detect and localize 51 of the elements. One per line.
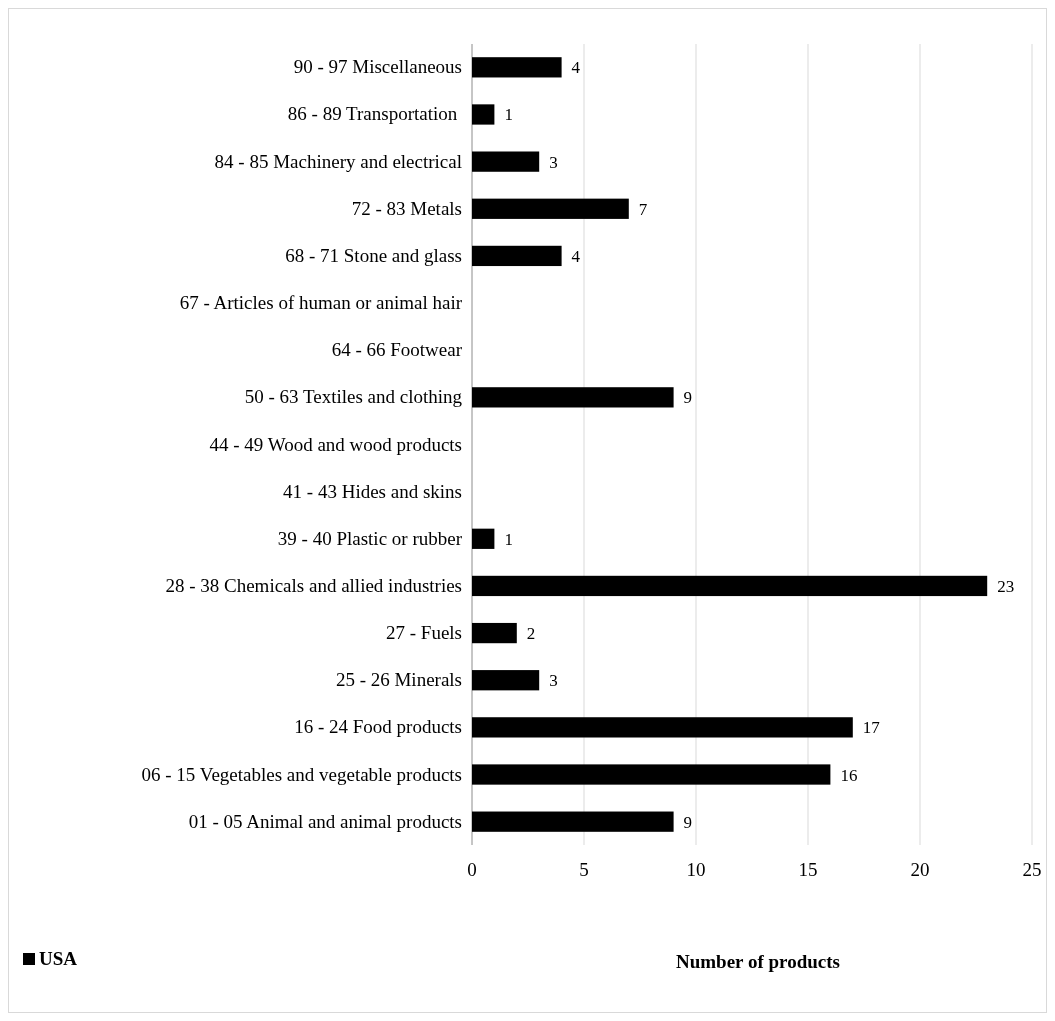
x-tick-label: 20 xyxy=(910,859,930,880)
data-label: 9 xyxy=(683,388,693,408)
legend-label: USA xyxy=(39,948,78,969)
y-tick-label: 72 - 83 Metals xyxy=(351,197,462,219)
y-tick-label: 41 - 43 Hides and skins xyxy=(283,480,462,502)
y-tick-label: 64 - 66 Footwear xyxy=(331,339,463,361)
data-label: 4 xyxy=(571,58,581,78)
bar xyxy=(472,245,562,267)
y-tick-label: 44 - 49 Wood and wood products xyxy=(209,433,462,455)
x-tick-label: 10 xyxy=(686,859,706,880)
x-tick-label: 15 xyxy=(798,859,818,880)
y-tick-label: 27 - Fuels xyxy=(386,622,462,644)
data-label: 1 xyxy=(504,105,513,125)
y-tick-label: 16 - 24 Food products xyxy=(294,716,462,738)
data-label: 3 xyxy=(549,671,558,691)
y-tick-label: 06 - 15 Vegetables and vegetable products xyxy=(141,763,462,785)
bar xyxy=(472,151,540,172)
data-label: 3 xyxy=(549,152,558,172)
data-label: 23 xyxy=(997,576,1015,596)
y-tick-label: 39 - 40 Plastic or rubber xyxy=(277,527,463,549)
y-tick-label: 25 - 26 Minerals xyxy=(335,669,462,691)
bar xyxy=(472,387,674,408)
data-label: 4 xyxy=(571,246,581,266)
y-tick-label: 28 - 38 Chemicals and allied industries xyxy=(165,574,462,596)
bar xyxy=(472,670,540,691)
y-tick-label: 84 - 85 Machinery and electrical xyxy=(214,150,462,172)
bar xyxy=(472,717,853,738)
data-label: 17 xyxy=(862,718,881,738)
x-tick-label: 25 xyxy=(1022,859,1042,880)
y-tick-label: 68 - 71 Stone and glass xyxy=(285,244,462,266)
data-label: 9 xyxy=(683,812,693,832)
x-tick-label: 0 xyxy=(467,859,477,880)
bar xyxy=(472,622,517,644)
y-tick-label: 01 - 05 Animal and animal products xyxy=(188,810,462,832)
y-tick-label: 90 - 97 Miscellaneous xyxy=(293,56,462,78)
y-tick-label: 67 - Articles of human or animal hair xyxy=(179,292,463,314)
bar xyxy=(472,57,562,78)
data-label: 1 xyxy=(504,529,513,549)
y-tick-label: 50 - 63 Textiles and clothing xyxy=(244,386,463,408)
y-tick-label: 86 - 89 Transportation xyxy=(287,103,462,125)
bar xyxy=(472,528,495,549)
data-label: 2 xyxy=(526,624,536,644)
data-label: 16 xyxy=(840,765,858,785)
bar xyxy=(472,575,988,597)
bar xyxy=(472,198,629,219)
x-axis-title: Number of products xyxy=(676,951,840,972)
x-tick-label: 5 xyxy=(579,859,589,880)
bar xyxy=(472,104,495,125)
bar xyxy=(472,811,674,832)
data-label: 7 xyxy=(638,199,648,219)
bar xyxy=(472,764,831,785)
